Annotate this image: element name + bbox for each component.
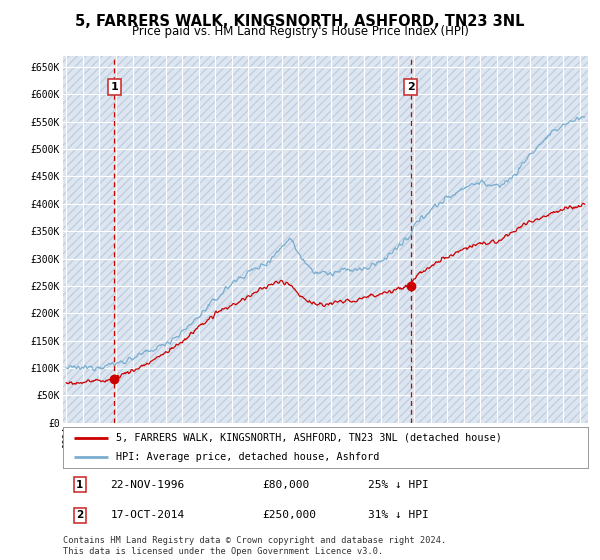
Text: 1: 1 — [110, 82, 118, 92]
Text: 5, FARRERS WALK, KINGSNORTH, ASHFORD, TN23 3NL (detached house): 5, FARRERS WALK, KINGSNORTH, ASHFORD, TN… — [115, 433, 502, 443]
Text: 5, FARRERS WALK, KINGSNORTH, ASHFORD, TN23 3NL: 5, FARRERS WALK, KINGSNORTH, ASHFORD, TN… — [75, 14, 525, 29]
Text: 2: 2 — [76, 511, 83, 520]
Text: 22-NOV-1996: 22-NOV-1996 — [110, 479, 185, 489]
Text: 17-OCT-2014: 17-OCT-2014 — [110, 511, 185, 520]
Text: £250,000: £250,000 — [263, 511, 317, 520]
Text: 31% ↓ HPI: 31% ↓ HPI — [367, 511, 428, 520]
Text: Contains HM Land Registry data © Crown copyright and database right 2024.
This d: Contains HM Land Registry data © Crown c… — [63, 536, 446, 556]
Text: Price paid vs. HM Land Registry's House Price Index (HPI): Price paid vs. HM Land Registry's House … — [131, 25, 469, 38]
Text: 1: 1 — [76, 479, 83, 489]
Text: HPI: Average price, detached house, Ashford: HPI: Average price, detached house, Ashf… — [115, 452, 379, 463]
Text: 2: 2 — [407, 82, 415, 92]
Text: 25% ↓ HPI: 25% ↓ HPI — [367, 479, 428, 489]
Text: £80,000: £80,000 — [263, 479, 310, 489]
